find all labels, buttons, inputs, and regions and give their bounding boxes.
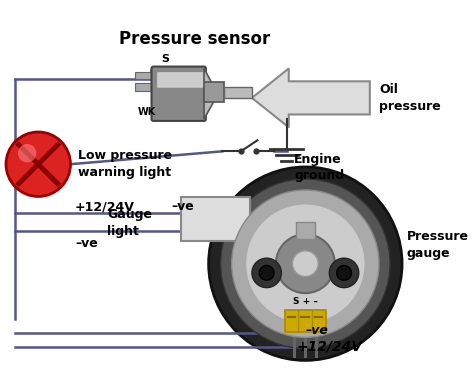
- Circle shape: [276, 234, 335, 293]
- Circle shape: [252, 258, 282, 288]
- Circle shape: [292, 251, 318, 277]
- Circle shape: [232, 190, 379, 337]
- Text: Oil
pressure: Oil pressure: [379, 83, 441, 113]
- Circle shape: [259, 266, 274, 280]
- Text: S + –: S + –: [293, 297, 318, 306]
- FancyBboxPatch shape: [135, 72, 152, 79]
- Polygon shape: [252, 68, 370, 127]
- Text: Pressure sensor: Pressure sensor: [119, 30, 271, 48]
- Circle shape: [6, 132, 71, 196]
- Text: –ve: –ve: [172, 200, 194, 213]
- FancyBboxPatch shape: [152, 66, 206, 121]
- Circle shape: [246, 204, 365, 323]
- Circle shape: [337, 266, 351, 280]
- Text: Gauge
light: Gauge light: [107, 208, 152, 238]
- FancyBboxPatch shape: [181, 197, 250, 241]
- Text: Low pressure
warning light: Low pressure warning light: [78, 149, 172, 179]
- Text: S: S: [161, 54, 169, 64]
- Circle shape: [18, 144, 36, 162]
- Text: WK: WK: [138, 107, 156, 117]
- FancyBboxPatch shape: [224, 87, 252, 98]
- FancyBboxPatch shape: [157, 72, 203, 88]
- Text: +12/24V: +12/24V: [75, 200, 135, 213]
- Polygon shape: [204, 68, 218, 119]
- Text: +12/24V: +12/24V: [296, 340, 362, 353]
- Text: Pressure
gauge: Pressure gauge: [407, 230, 469, 260]
- Text: –ve: –ve: [75, 237, 98, 250]
- Circle shape: [209, 167, 402, 360]
- FancyBboxPatch shape: [135, 83, 152, 90]
- Circle shape: [220, 179, 390, 348]
- Circle shape: [329, 258, 359, 288]
- Text: –ve: –ve: [305, 323, 328, 337]
- FancyBboxPatch shape: [296, 222, 315, 239]
- FancyBboxPatch shape: [204, 82, 224, 103]
- FancyBboxPatch shape: [285, 310, 326, 332]
- Text: Engine
ground: Engine ground: [294, 153, 345, 182]
